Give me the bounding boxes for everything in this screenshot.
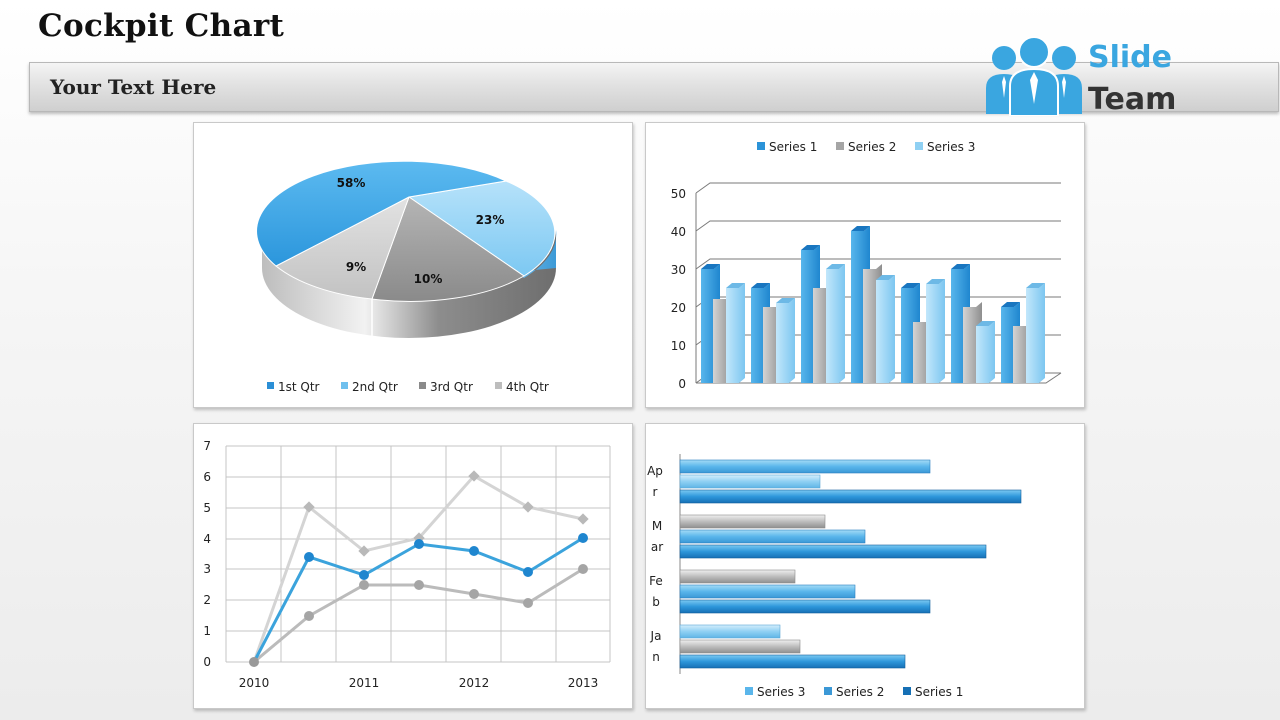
logo-text-slide: Slide [1088, 40, 1172, 75]
column-y-axis: 0 10 20 30 40 50 [671, 187, 686, 391]
svg-text:3rd Qtr: 3rd Qtr [430, 380, 473, 394]
pie-label-1st: 58% [337, 176, 366, 190]
svg-text:Series 2: Series 2 [836, 685, 884, 699]
pie-legend: 1st Qtr 2nd Qtr 3rd Qtr 4th Qtr [267, 380, 549, 394]
svg-text:Series 3: Series 3 [757, 685, 805, 699]
svg-text:40: 40 [671, 225, 686, 239]
pie-chart: 58% 23% 10% 9% 1st Qtr 2nd Qtr 3rd Qtr 4… [256, 160, 557, 394]
svg-text:M: M [652, 519, 662, 533]
logo-text-team: Team [1088, 82, 1177, 117]
column-chart: Series 1 Series 2 Series 3 0 10 20 30 40… [671, 140, 1062, 391]
svg-text:Ja: Ja [650, 629, 662, 643]
svg-text:2013: 2013 [568, 676, 599, 690]
svg-text:4th Qtr: 4th Qtr [506, 380, 549, 394]
line-series-a [252, 533, 588, 663]
svg-text:Series 2: Series 2 [848, 140, 896, 154]
svg-text:0: 0 [678, 377, 686, 391]
svg-text:10: 10 [671, 339, 686, 353]
svg-text:1: 1 [203, 624, 211, 638]
svg-text:4: 4 [203, 532, 211, 546]
svg-text:30: 30 [671, 263, 686, 277]
svg-text:2010: 2010 [239, 676, 270, 690]
pie-label-3rd: 10% [414, 272, 443, 286]
svg-text:20: 20 [671, 301, 686, 315]
line-chart: 0 1 2 3 4 5 6 7 2010 2011 2012 2013 [203, 439, 611, 690]
pie-label-4th: 9% [346, 260, 366, 274]
pie-chart-panel: 58% 23% 10% 9% 1st Qtr 2nd Qtr 3rd Qtr 4… [193, 122, 633, 408]
svg-text:1st Qtr: 1st Qtr [278, 380, 320, 394]
page-title: Cockpit Chart [38, 8, 285, 44]
svg-text:n: n [652, 650, 660, 664]
people-icon [986, 36, 1082, 117]
svg-text:ar: ar [651, 540, 663, 554]
svg-text:3: 3 [203, 562, 211, 576]
line-series-b [253, 564, 588, 664]
svg-text:5: 5 [203, 501, 211, 515]
svg-text:Fe: Fe [649, 574, 663, 588]
svg-text:0: 0 [203, 655, 211, 669]
column-bars [701, 226, 1045, 383]
line-x-axis: 2010 2011 2012 2013 [239, 676, 599, 690]
svg-text:Series 1: Series 1 [915, 685, 963, 699]
svg-text:6: 6 [203, 470, 211, 484]
svg-text:7: 7 [203, 439, 211, 453]
svg-text:2011: 2011 [349, 676, 380, 690]
line-gridlines [225, 445, 611, 663]
column-chart-panel: Series 1 Series 2 Series 3 0 10 20 30 40… [645, 122, 1085, 408]
line-chart-panel: 0 1 2 3 4 5 6 7 2010 2011 2012 2013 [193, 423, 633, 709]
banner-text: Your Text Here [50, 75, 217, 99]
column-legend: Series 1 Series 2 Series 3 [757, 140, 975, 154]
svg-text:50: 50 [671, 187, 686, 201]
svg-text:b: b [652, 595, 660, 609]
svg-text:Ap: Ap [647, 464, 663, 478]
logo: Slide Team [982, 36, 1182, 117]
svg-text:2nd Qtr: 2nd Qtr [352, 380, 398, 394]
hbar-bars [679, 459, 1022, 669]
hbar-legend: Series 3 Series 2 Series 1 [745, 685, 963, 699]
hbar-chart-panel: Ap r M ar Fe b Ja n [645, 423, 1085, 709]
line-y-axis: 0 1 2 3 4 5 6 7 [203, 439, 211, 669]
svg-text:2: 2 [203, 593, 211, 607]
pie-label-2nd: 23% [476, 213, 505, 227]
svg-text:r: r [653, 485, 658, 499]
hbar-category-labels: Ap r M ar Fe b Ja n [647, 464, 663, 664]
svg-text:Series 3: Series 3 [927, 140, 975, 154]
svg-text:Series 1: Series 1 [769, 140, 817, 154]
svg-text:2012: 2012 [459, 676, 490, 690]
hbar-chart: Ap r M ar Fe b Ja n [647, 454, 1022, 699]
